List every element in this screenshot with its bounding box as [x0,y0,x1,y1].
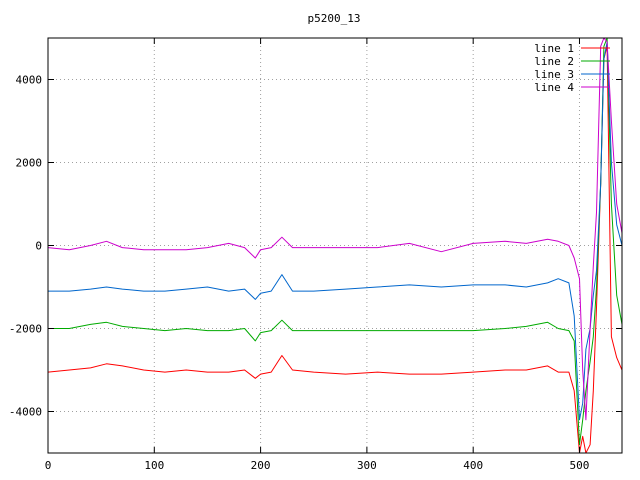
x-tick-label: 300 [357,459,377,472]
legend-label: line 3 [534,68,574,81]
x-tick-label: 200 [251,459,271,472]
y-tick-label: -2000 [9,323,42,336]
y-tick-label: 2000 [16,157,43,170]
series-lines [48,38,622,453]
plot-frame [47,37,623,454]
series-line-4 [48,38,622,421]
x-tick-label: 400 [463,459,483,472]
y-tick-label: 4000 [16,74,43,87]
series-line-2 [48,38,622,446]
chart-title: p5200_13 [308,12,361,25]
axis-ticks: 0 100 200 300 400 500 -4000 -2000 0 2000 4000 [9,38,622,472]
series-line-1 [48,45,622,453]
legend-label: line 2 [534,55,574,68]
x-tick-label: 500 [570,459,590,472]
x-tick-label: 100 [144,459,164,472]
y-tick-label: 0 [35,240,42,253]
grid [48,38,622,453]
legend-label: line 4 [534,81,574,94]
series-line-3 [48,41,622,421]
y-tick-label: -4000 [9,406,42,419]
x-tick-label: 0 [45,459,52,472]
legend-label: line 1 [534,42,574,55]
